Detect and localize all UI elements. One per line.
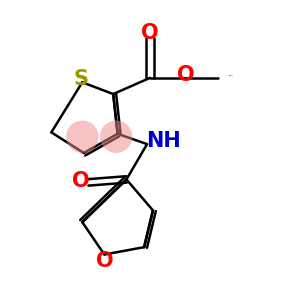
Text: S: S: [73, 69, 88, 89]
Circle shape: [100, 121, 132, 153]
Text: NH: NH: [146, 131, 181, 151]
Text: O: O: [96, 251, 114, 271]
Text: O: O: [72, 171, 90, 191]
Text: methyl: methyl: [229, 74, 233, 76]
Circle shape: [66, 121, 98, 153]
Text: O: O: [141, 23, 159, 43]
Text: O: O: [177, 65, 195, 85]
